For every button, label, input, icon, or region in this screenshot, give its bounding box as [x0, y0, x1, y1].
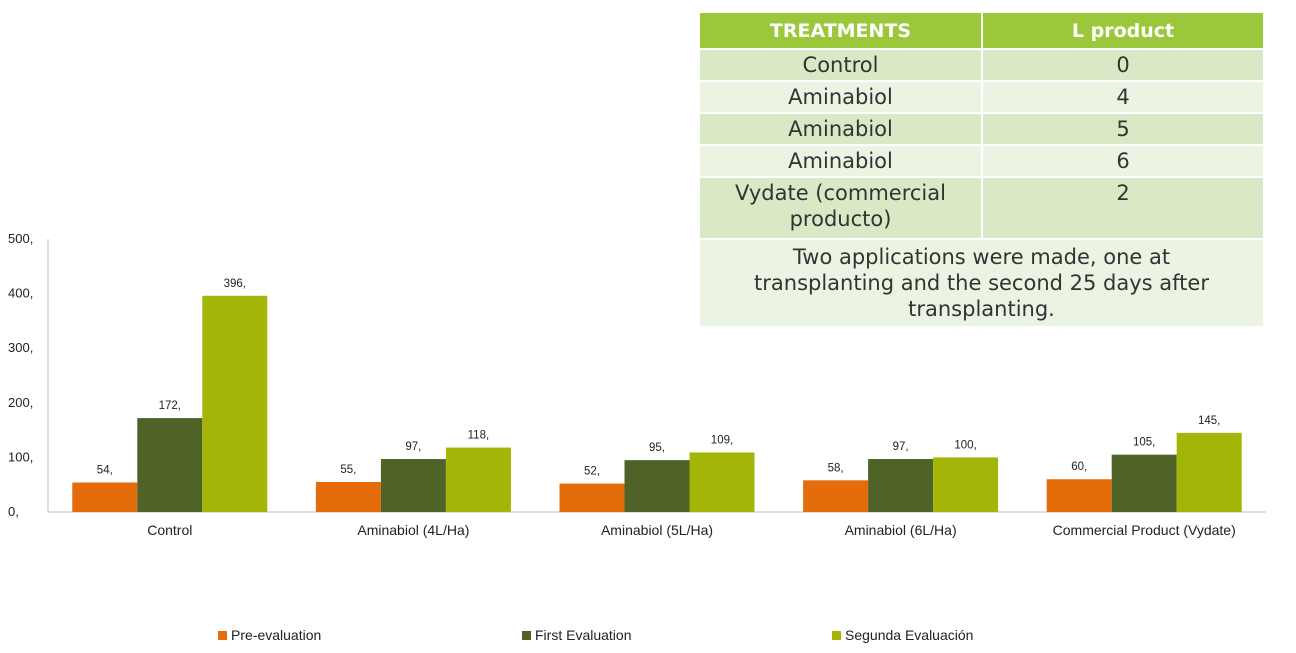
data-label: 95,	[649, 442, 665, 454]
data-label: 97,	[405, 441, 421, 453]
data-label: 100,	[954, 439, 976, 451]
data-label: 97,	[893, 441, 909, 453]
y-tick-label: 100,	[8, 449, 33, 464]
amount-cell: 2	[982, 177, 1265, 240]
bar[interactable]	[868, 459, 934, 512]
y-axis-ticks: 0, 100, 200, 300, 400, 500,	[8, 231, 33, 519]
category-label: Aminabiol (4L/Ha)	[357, 522, 469, 538]
data-label: 60,	[1071, 461, 1087, 473]
table-header-row: TREATMENTS L product	[700, 13, 1265, 50]
legend-swatch-segunda-evaluacion	[832, 630, 841, 640]
bar[interactable]	[445, 447, 511, 512]
table-row: Aminabiol 5	[700, 113, 1265, 146]
bar[interactable]	[72, 482, 138, 512]
data-label: 172,	[159, 400, 181, 412]
bar[interactable]	[624, 460, 690, 512]
treatment-cell: Vydate (commercial producto)	[700, 177, 983, 240]
data-label: 55,	[340, 464, 356, 476]
bar[interactable]	[1176, 432, 1242, 512]
table-note: Two applications were made, one at trans…	[700, 239, 1265, 328]
legend-item-pre-evaluation[interactable]: Pre-evaluation	[218, 627, 321, 643]
bar[interactable]	[1046, 479, 1112, 512]
treatment-cell: Aminabiol	[700, 113, 983, 146]
bar[interactable]	[933, 457, 999, 512]
data-label: 52,	[584, 466, 600, 478]
data-labels-group: 54, 172, 396, 55, 97, 118, 52, 95, 109, 58, 97, 100…	[97, 278, 1221, 478]
data-label: 118,	[468, 430, 490, 442]
table-row: Aminabiol 6	[700, 145, 1265, 178]
bar[interactable]	[559, 483, 625, 512]
treatment-cell: Aminabiol	[700, 145, 983, 178]
y-tick-label: 400,	[8, 286, 33, 301]
bars-group	[72, 295, 1242, 512]
table-note-row: Two applications were made, one at trans…	[700, 239, 1265, 328]
treatment-cell: Control	[700, 49, 983, 82]
y-tick-label: 300,	[8, 340, 33, 355]
legend-label: First Evaluation	[535, 627, 632, 643]
amount-cell: 6	[982, 145, 1265, 178]
category-labels-group: Control Aminabiol (4L/Ha) Aminabiol (5L/Ha…	[147, 522, 1236, 538]
y-tick-label: 200,	[8, 395, 33, 410]
category-label: Commercial Product (Vydate)	[1053, 522, 1236, 538]
category-label: Aminabiol (5L/Ha)	[601, 522, 713, 538]
y-tick-label: 500,	[8, 231, 33, 246]
treatments-table: TREATMENTS L product Control 0 Aminabiol…	[700, 13, 1265, 328]
amount-cell: 5	[982, 113, 1265, 146]
legend: Pre-evaluation First Evaluation Segunda …	[0, 627, 1296, 647]
treatment-cell: Aminabiol	[700, 81, 983, 114]
data-label: 396,	[224, 278, 246, 290]
data-label: 109,	[711, 434, 733, 446]
data-label: 145,	[1198, 415, 1220, 427]
legend-label: Pre-evaluation	[231, 627, 322, 643]
table-row: Vydate (commercial producto) 2	[700, 177, 1265, 240]
amount-cell: 0	[982, 49, 1265, 82]
category-label: Aminabiol (6L/Ha)	[845, 522, 957, 538]
header-treatments: TREATMENTS	[700, 13, 983, 50]
data-label: 105,	[1133, 437, 1155, 449]
legend-label: Segunda Evaluación	[845, 627, 974, 643]
legend-item-first-evaluation[interactable]: First Evaluation	[522, 627, 631, 643]
table-row: Control 0	[700, 49, 1265, 82]
amount-cell: 4	[982, 81, 1265, 114]
data-label: 58,	[828, 462, 844, 474]
y-tick-label: 0,	[8, 504, 19, 519]
bar[interactable]	[803, 480, 869, 512]
bar[interactable]	[380, 459, 446, 512]
category-label: Control	[147, 522, 192, 538]
bar[interactable]	[202, 295, 268, 512]
legend-swatch-first-evaluation	[522, 630, 531, 640]
legend-item-segunda-evaluacion[interactable]: Segunda Evaluación	[832, 627, 973, 643]
legend-swatch-pre-evaluation	[218, 630, 227, 640]
bar[interactable]	[1111, 454, 1177, 512]
bar[interactable]	[315, 481, 381, 512]
bar[interactable]	[137, 418, 203, 512]
table-row: Aminabiol 4	[700, 81, 1265, 114]
header-l-product: L product	[982, 13, 1265, 50]
data-label: 54,	[97, 465, 113, 477]
bar[interactable]	[689, 452, 755, 512]
